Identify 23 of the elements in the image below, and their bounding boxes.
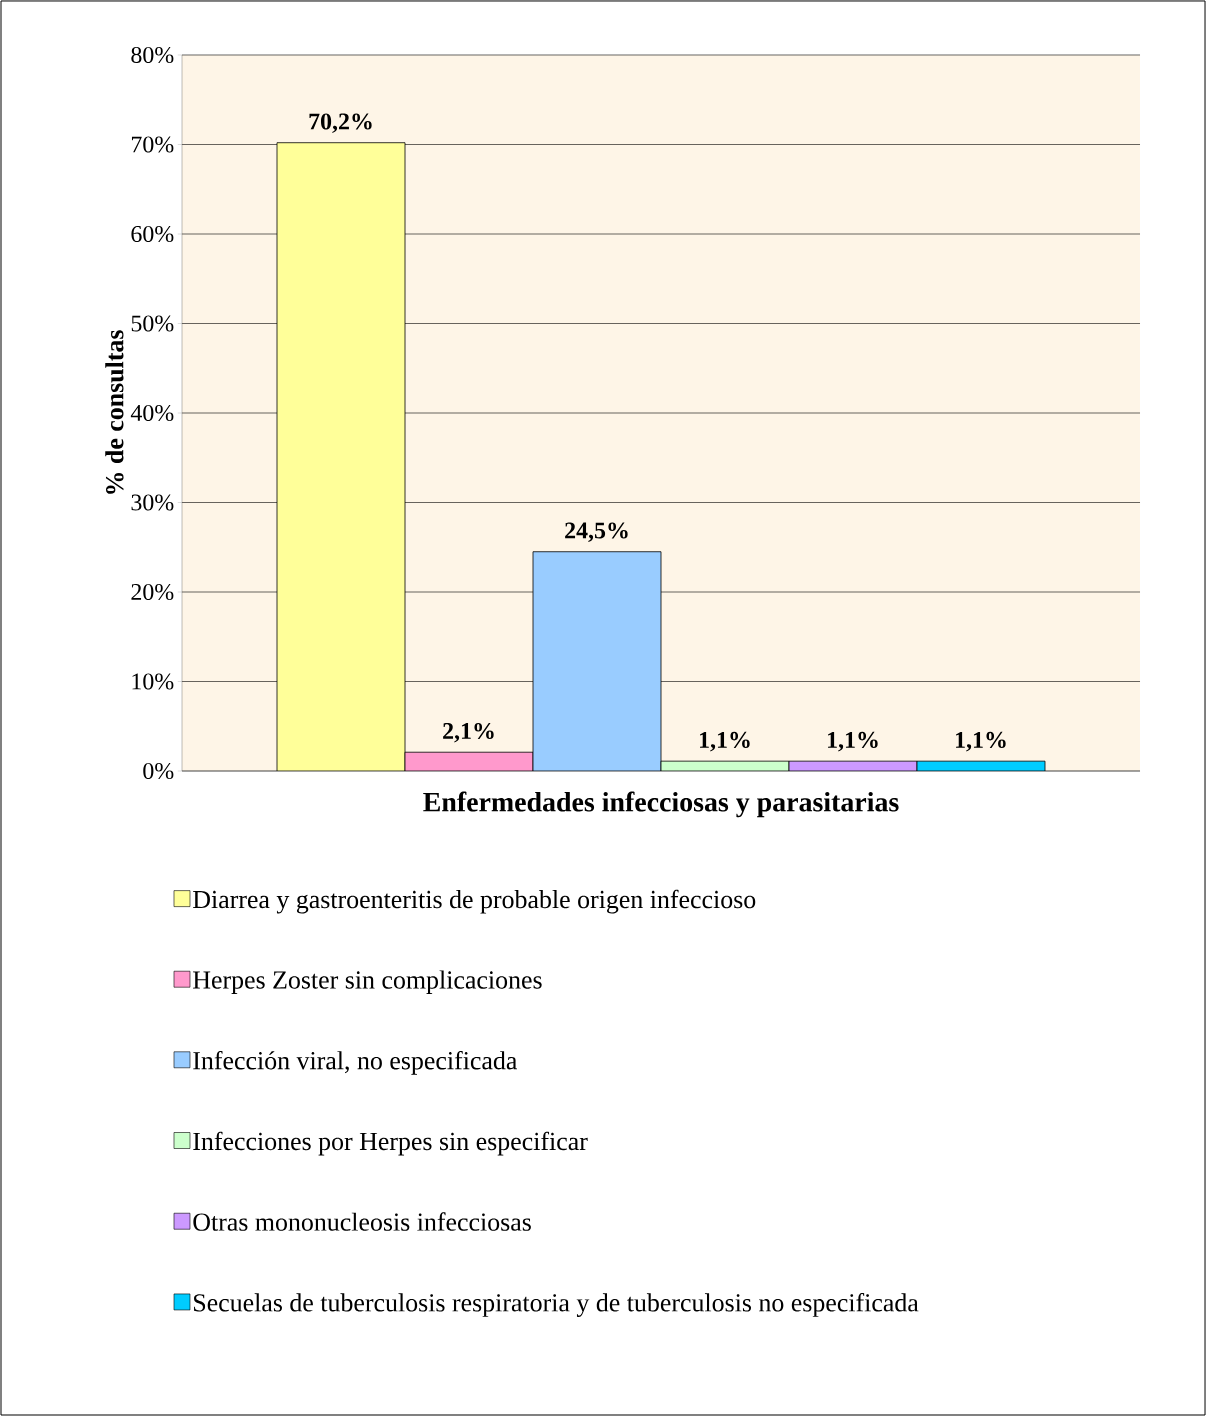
y-axis-title: % de consultas (105, 330, 124, 494)
y-tick-label: 30% (131, 494, 174, 511)
x-axis-title: Enfermedades infecciosas y parasitarias (423, 791, 899, 818)
legend-label: Secuelas de tuberculosis respiratoria y de tuberculosis no especificada (194, 1293, 919, 1317)
y-tick-label: 50% (131, 315, 174, 332)
y-tick-label: 80% (131, 46, 174, 64)
y-tick-label: 60% (131, 225, 174, 243)
data-label: 2,1% (443, 722, 494, 743)
legend-label: Infecciones por Herpes sin especificar (193, 1131, 588, 1156)
data-label: 1,1% (828, 731, 878, 752)
data-label: 70,2% (309, 113, 372, 133)
legend-label: Otras mononucleosis infecciosas (193, 1212, 531, 1231)
legend-label: Herpes Zoster sin complicaciones (193, 970, 542, 994)
y-tick-label: 10% (132, 673, 174, 690)
data-label: 1,1% (956, 731, 1006, 752)
y-tick-label: 70% (131, 136, 174, 153)
y-tick-label: 0% (143, 762, 174, 780)
y-tick-label: 20% (131, 583, 174, 601)
data-label: 24,5% (565, 522, 628, 543)
data-label: 1,1% (700, 731, 750, 752)
legend-label: Diarrea y gastroenteritis de probable origen infeccioso (193, 889, 756, 914)
y-tick-label: 40% (130, 404, 174, 422)
legend-label: Infección viral, no especificada (193, 1050, 518, 1075)
